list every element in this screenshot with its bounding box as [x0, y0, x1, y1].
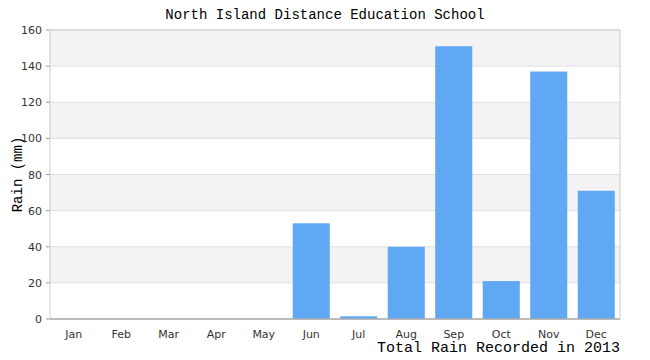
- bar: [435, 46, 472, 319]
- y-tick-label: 140: [21, 60, 42, 73]
- grid-band: [50, 30, 620, 66]
- grid-line: [50, 319, 620, 320]
- y-tick: [46, 210, 50, 211]
- plot-background: [50, 30, 620, 319]
- y-tick-label: 160: [21, 24, 42, 37]
- y-tick-label: 60: [28, 205, 42, 218]
- bars: [293, 46, 615, 319]
- chart-container: 020406080100120140160JanFebMarAprMayJunJ…: [0, 0, 650, 360]
- bar: [293, 223, 330, 319]
- y-axis-label: Rain (mm): [10, 137, 26, 213]
- x-tick-label: Jun: [302, 328, 320, 341]
- bar: [388, 247, 425, 319]
- y-tick: [46, 66, 50, 67]
- x-tick-label: Feb: [112, 328, 131, 341]
- y-tick-label: 0: [35, 313, 42, 326]
- y-tick-label: 40: [28, 241, 42, 254]
- bar: [530, 72, 567, 319]
- y-tick-label: 80: [28, 169, 42, 182]
- y-tick: [46, 138, 50, 139]
- y-tick: [46, 174, 50, 175]
- y-tick-label: 20: [28, 277, 42, 290]
- y-tick: [46, 30, 50, 31]
- chart-svg: 020406080100120140160JanFebMarAprMayJunJ…: [0, 0, 650, 360]
- bar: [578, 191, 615, 319]
- plot-frame: [50, 30, 620, 319]
- y-tick: [46, 282, 50, 283]
- chart-subtitle: Total Rain Recorded in 2013: [377, 340, 620, 357]
- x-tick-label: Jan: [64, 328, 82, 341]
- x-tick-label: Apr: [207, 328, 227, 341]
- x-axis-line: [50, 319, 620, 320]
- bar: [483, 281, 520, 319]
- grid-line: [50, 66, 620, 67]
- x-tick-label: May: [252, 328, 275, 341]
- y-tick: [46, 246, 50, 247]
- y-tick: [46, 319, 50, 320]
- x-tick-label: Mar: [158, 328, 179, 341]
- chart-title: North Island Distance Education School: [165, 7, 484, 23]
- x-tick-label: Jul: [351, 328, 365, 341]
- y-tick-label: 120: [21, 96, 42, 109]
- y-tick: [46, 102, 50, 103]
